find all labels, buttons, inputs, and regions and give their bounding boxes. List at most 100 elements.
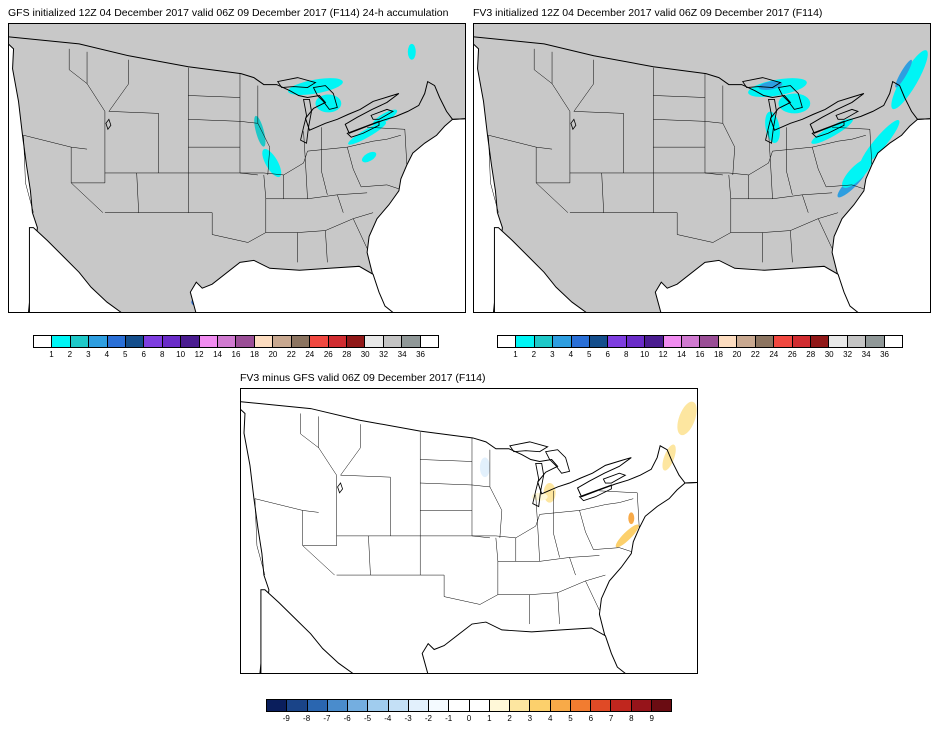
colorbar-swatch — [663, 336, 683, 347]
colorbar-swatch — [346, 336, 366, 347]
state-border — [786, 127, 793, 195]
colorbar-swatch — [489, 700, 510, 711]
colorbar-swatch — [755, 336, 775, 347]
colorbar-tick-label: 1 — [49, 350, 54, 359]
state-border — [832, 127, 870, 130]
colorbar-swatch — [408, 700, 429, 711]
colorbar-swatch — [737, 336, 756, 347]
colorbar-tick-label: -9 — [282, 714, 290, 723]
state-border — [239, 172, 258, 176]
state-border — [239, 121, 258, 124]
colorbar-tick-label: 14 — [677, 350, 686, 359]
colorbar-swatch — [368, 700, 389, 711]
state-border — [352, 218, 368, 249]
colorbar-tick-label: 5 — [568, 714, 573, 723]
colorbar-tick-label: 4 — [547, 714, 553, 723]
colorbar-tick-label: 14 — [213, 350, 222, 359]
state-border — [557, 592, 560, 625]
colorbar-tick-label: 16 — [231, 350, 241, 359]
state-border — [302, 510, 335, 576]
state-border — [302, 535, 337, 546]
colorbar-tick-label: 0 — [466, 714, 472, 723]
colorbar-tick-label: 26 — [787, 350, 797, 359]
gfs-colorbar-labels: 1 2 3 4 5 6 8 10 12 14 16 18 20 22 24 26 28 30 32 34 36 — [33, 348, 439, 360]
precip-field — [407, 43, 416, 60]
colorbar-swatch — [70, 336, 90, 347]
gfs-colorbar: 1 2 3 4 5 6 8 10 12 14 16 18 20 22 24 26 28 30 32 34 36 — [33, 335, 439, 360]
colorbar-tick-label: 8 — [159, 350, 165, 359]
colorbar-tick-label: 26 — [323, 350, 333, 359]
state-border — [300, 413, 319, 448]
colorbar-swatch — [590, 336, 609, 347]
colorbar-swatch — [348, 700, 369, 711]
colorbar-tick-label: -2 — [424, 714, 432, 723]
state-border — [325, 230, 328, 263]
fv3-colorbar-boxes — [497, 335, 903, 348]
colorbar-tick-label: 18 — [714, 350, 723, 359]
state-border — [68, 48, 88, 84]
state-border — [790, 230, 793, 263]
precip-field — [860, 120, 900, 167]
state-border — [579, 510, 594, 550]
state-border — [283, 151, 308, 176]
colorbar-swatch — [236, 336, 255, 347]
state-border — [337, 194, 344, 213]
colorbar-swatch — [126, 336, 145, 347]
state-border — [826, 184, 864, 190]
state-border — [321, 127, 328, 195]
colorbar-swatch — [287, 700, 308, 711]
great-lake — [300, 99, 312, 144]
colorbar-tick-label: 10 — [640, 350, 650, 359]
state-border — [539, 504, 606, 515]
state-border — [23, 135, 34, 213]
state-border — [108, 111, 159, 114]
precip-field — [288, 78, 343, 95]
state-border — [361, 184, 399, 190]
precip-field — [891, 50, 928, 110]
state-border — [593, 547, 632, 552]
state-border — [373, 134, 401, 142]
colorbar-tick-label: -6 — [343, 714, 351, 723]
fv3-colorbar-labels: 1 2 3 4 5 6 8 10 12 14 16 18 20 22 24 26 28 30 32 34 36 — [497, 348, 903, 360]
state-border — [772, 140, 839, 152]
state-border — [23, 134, 88, 150]
state-border — [712, 174, 732, 243]
great-lake — [276, 77, 317, 89]
colorbar-swatch — [550, 700, 571, 711]
colorbar-tick-label: -7 — [323, 714, 331, 723]
colorbar-swatch — [307, 700, 328, 711]
state-border — [730, 192, 833, 200]
state-border — [404, 129, 408, 166]
colorbar-swatch — [107, 336, 127, 347]
state-border — [254, 498, 266, 576]
gfs-panel-title: GFS initialized 12Z 04 December 2017 val… — [8, 7, 449, 19]
state-border — [653, 212, 713, 243]
colorbar-tick-label: 3 — [86, 350, 91, 359]
precip-field — [615, 524, 639, 548]
colorbar-swatch — [327, 700, 348, 711]
colorbar-tick-label: 2 — [67, 350, 73, 359]
colorbar-swatch — [449, 700, 470, 711]
gulf-of-mexico — [28, 227, 394, 312]
colorbar-tick-label: 24 — [769, 350, 779, 359]
state-border — [553, 490, 560, 558]
great-lake — [811, 120, 845, 138]
colorbar-tick-label: 1 — [487, 714, 492, 723]
state-border — [489, 449, 503, 538]
colorbar-tick-label: 20 — [732, 350, 742, 359]
colorbar-tick-label: 36 — [880, 350, 889, 359]
colorbar-tick-label: 34 — [397, 350, 407, 359]
colorbar-tick-label: 2 — [531, 350, 537, 359]
great-lake — [312, 85, 338, 110]
colorbar-tick-label: 4 — [104, 350, 110, 359]
state-border — [653, 95, 705, 98]
diff-colorbar-boxes — [266, 699, 672, 712]
colorbar-swatch — [328, 336, 347, 347]
state-border — [569, 557, 576, 576]
colorbar-swatch — [516, 336, 535, 347]
colorbar-swatch — [254, 336, 274, 347]
state-border — [340, 424, 361, 476]
colorbar-swatch — [420, 336, 438, 347]
gulf-of-mexico — [260, 589, 626, 673]
great-lake — [346, 120, 380, 138]
